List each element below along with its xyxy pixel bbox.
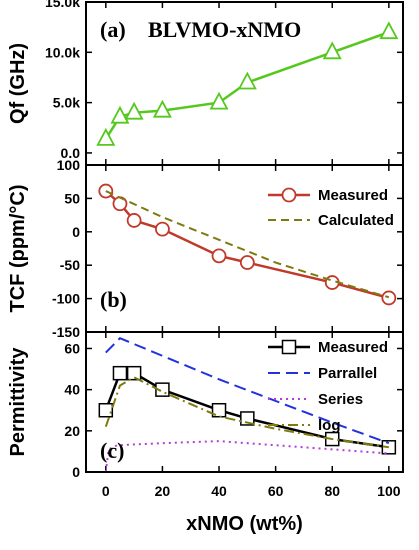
- panel-b: 100 50 0 -50 -100 -150 TCF (ppm/°C) Measured Cal…: [7, 157, 404, 340]
- y-tick-label: -150: [52, 324, 80, 340]
- y-tick-label: 0: [72, 464, 80, 480]
- legend-label: Measured: [318, 339, 388, 356]
- series-line-parrallel: [105, 336, 390, 445]
- data-point-triangle: [379, 21, 399, 40]
- panel-label: (b): [100, 287, 127, 312]
- y-tick-label: -100: [52, 291, 80, 307]
- series-line-series: [104, 440, 389, 473]
- data-point-triangle: [124, 101, 144, 120]
- plot-frame: [85, 331, 404, 473]
- x-tick-label: 80: [324, 483, 340, 499]
- data-point-square: [98, 402, 114, 418]
- y-axis-label: Permittivity: [7, 347, 29, 457]
- data-point-circle: [211, 248, 227, 264]
- legend-label: Parrallel: [318, 365, 377, 382]
- y-tick-label: 0: [72, 224, 80, 240]
- legend-marker: [281, 339, 297, 355]
- data-point-circle: [239, 255, 255, 270]
- data-point-circle: [381, 290, 397, 306]
- data-point-square: [211, 402, 227, 418]
- y-tick-label: 100: [57, 157, 81, 173]
- x-tick-label: 0: [102, 483, 110, 499]
- y-axis-label: Qf (GHz): [7, 43, 29, 124]
- y-tick-label: 15.0k: [45, 0, 80, 10]
- y-axis-label: TCF (ppm/°C): [7, 185, 29, 313]
- x-tick-label: 20: [155, 483, 171, 499]
- legend-label: Series: [318, 391, 363, 408]
- y-tick-label: 60: [64, 340, 80, 356]
- panel-label: (c): [100, 438, 124, 463]
- series-line-calculated: [105, 190, 390, 299]
- data-point-triangle: [110, 105, 130, 124]
- data-point-square: [126, 365, 142, 381]
- data-point-circle: [126, 213, 142, 228]
- data-point-triangle: [237, 71, 257, 90]
- data-point-triangle: [152, 99, 172, 118]
- panel-a: 15.0k 10.0k 5.0k 0.0 Qf (GHz) (a) BLVMO-xNMO: [7, 0, 404, 166]
- panel-c: 60 40 20 0 Permittivity Measured Parrallel Seri…: [7, 331, 404, 480]
- legend-label: Calculated: [318, 212, 394, 229]
- legend-label: Measured: [318, 187, 388, 204]
- series-line-measured: [104, 190, 390, 300]
- y-tick-label: 5.0k: [53, 95, 80, 111]
- panel-title: BLVMO-xNMO: [148, 17, 301, 42]
- y-tick-label: 40: [64, 382, 80, 398]
- x-axis-label: xNMO (wt%): [186, 513, 303, 535]
- y-tick-label: 20: [64, 423, 80, 439]
- y-tick-label: 0.0: [61, 145, 81, 161]
- x-tick-label: 40: [211, 483, 227, 499]
- data-point-square: [240, 411, 255, 426]
- data-point-triangle: [209, 91, 229, 110]
- data-point-triangle: [96, 127, 116, 146]
- y-tick-label: 50: [64, 190, 80, 206]
- x-tick-label: 60: [268, 483, 284, 499]
- y-tick-label: -50: [60, 257, 80, 273]
- x-tick-label: 100: [377, 483, 401, 499]
- series-line-log: [104, 376, 389, 449]
- legend-label: log: [318, 417, 341, 434]
- data-point-triangle: [322, 41, 342, 60]
- panel-label: (a): [100, 17, 126, 42]
- y-tick-label: 10.0k: [45, 44, 80, 60]
- data-point-square: [112, 365, 128, 381]
- data-point-circle: [155, 221, 170, 237]
- legend-marker: [281, 187, 297, 203]
